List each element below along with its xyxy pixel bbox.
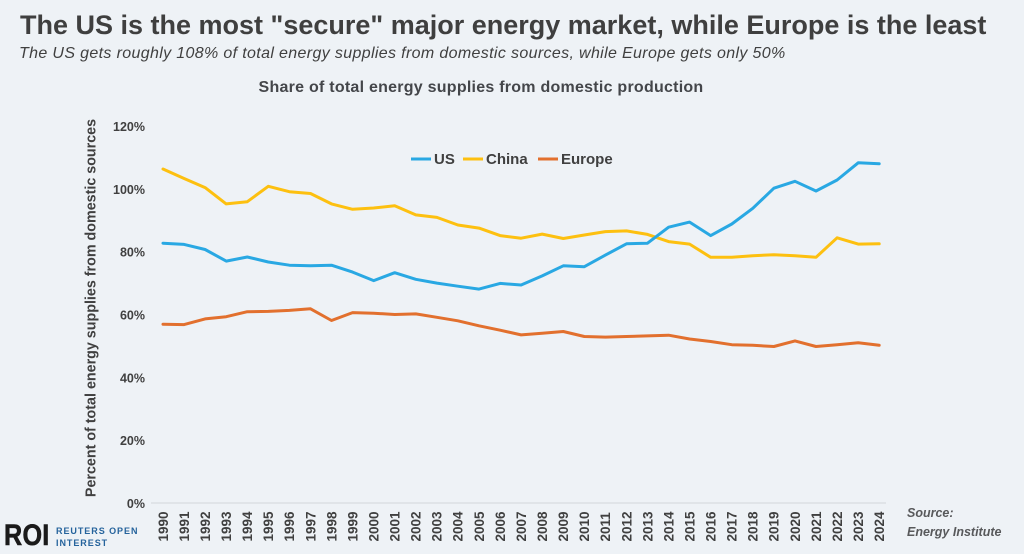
svg-text:1993: 1993 <box>219 511 234 542</box>
svg-text:2014: 2014 <box>661 511 676 542</box>
svg-text:2019: 2019 <box>767 511 782 541</box>
svg-text:1992: 1992 <box>198 511 213 541</box>
svg-text:2018: 2018 <box>746 511 761 542</box>
svg-text:100%: 100% <box>113 183 145 197</box>
svg-text:2008: 2008 <box>535 511 550 542</box>
svg-text:2020: 2020 <box>788 511 803 541</box>
svg-text:2000: 2000 <box>367 511 382 541</box>
svg-text:2023: 2023 <box>851 511 866 542</box>
svg-text:2017: 2017 <box>725 511 740 541</box>
svg-text:2003: 2003 <box>430 511 445 542</box>
svg-text:40%: 40% <box>120 371 145 385</box>
svg-text:2007: 2007 <box>514 511 529 541</box>
svg-text:China: China <box>486 151 528 168</box>
svg-text:2013: 2013 <box>640 511 655 542</box>
svg-text:60%: 60% <box>120 309 145 323</box>
svg-text:2006: 2006 <box>493 511 508 542</box>
svg-text:US: US <box>434 151 455 168</box>
svg-text:2001: 2001 <box>388 511 403 542</box>
svg-text:1994: 1994 <box>240 511 255 542</box>
svg-text:1990: 1990 <box>156 511 171 541</box>
svg-text:1999: 1999 <box>345 511 360 541</box>
svg-text:1997: 1997 <box>303 511 318 541</box>
svg-text:2004: 2004 <box>451 511 466 542</box>
svg-text:0%: 0% <box>127 497 145 511</box>
svg-text:2015: 2015 <box>682 511 697 542</box>
svg-text:2024: 2024 <box>872 511 887 542</box>
svg-text:2022: 2022 <box>830 511 845 541</box>
svg-text:2016: 2016 <box>704 511 719 542</box>
svg-text:80%: 80% <box>120 246 145 260</box>
svg-text:1996: 1996 <box>282 511 297 542</box>
svg-text:120%: 120% <box>113 120 145 134</box>
svg-text:1991: 1991 <box>177 511 192 542</box>
svg-text:2009: 2009 <box>556 511 571 541</box>
svg-text:2012: 2012 <box>619 511 634 541</box>
svg-text:1998: 1998 <box>324 511 339 542</box>
svg-text:20%: 20% <box>120 434 145 448</box>
svg-text:2010: 2010 <box>577 511 592 541</box>
svg-text:2021: 2021 <box>809 511 824 542</box>
svg-text:Europe: Europe <box>561 151 613 168</box>
svg-text:2005: 2005 <box>472 511 487 542</box>
svg-text:1995: 1995 <box>261 511 276 542</box>
svg-text:2011: 2011 <box>598 512 613 542</box>
svg-text:2002: 2002 <box>409 511 424 541</box>
